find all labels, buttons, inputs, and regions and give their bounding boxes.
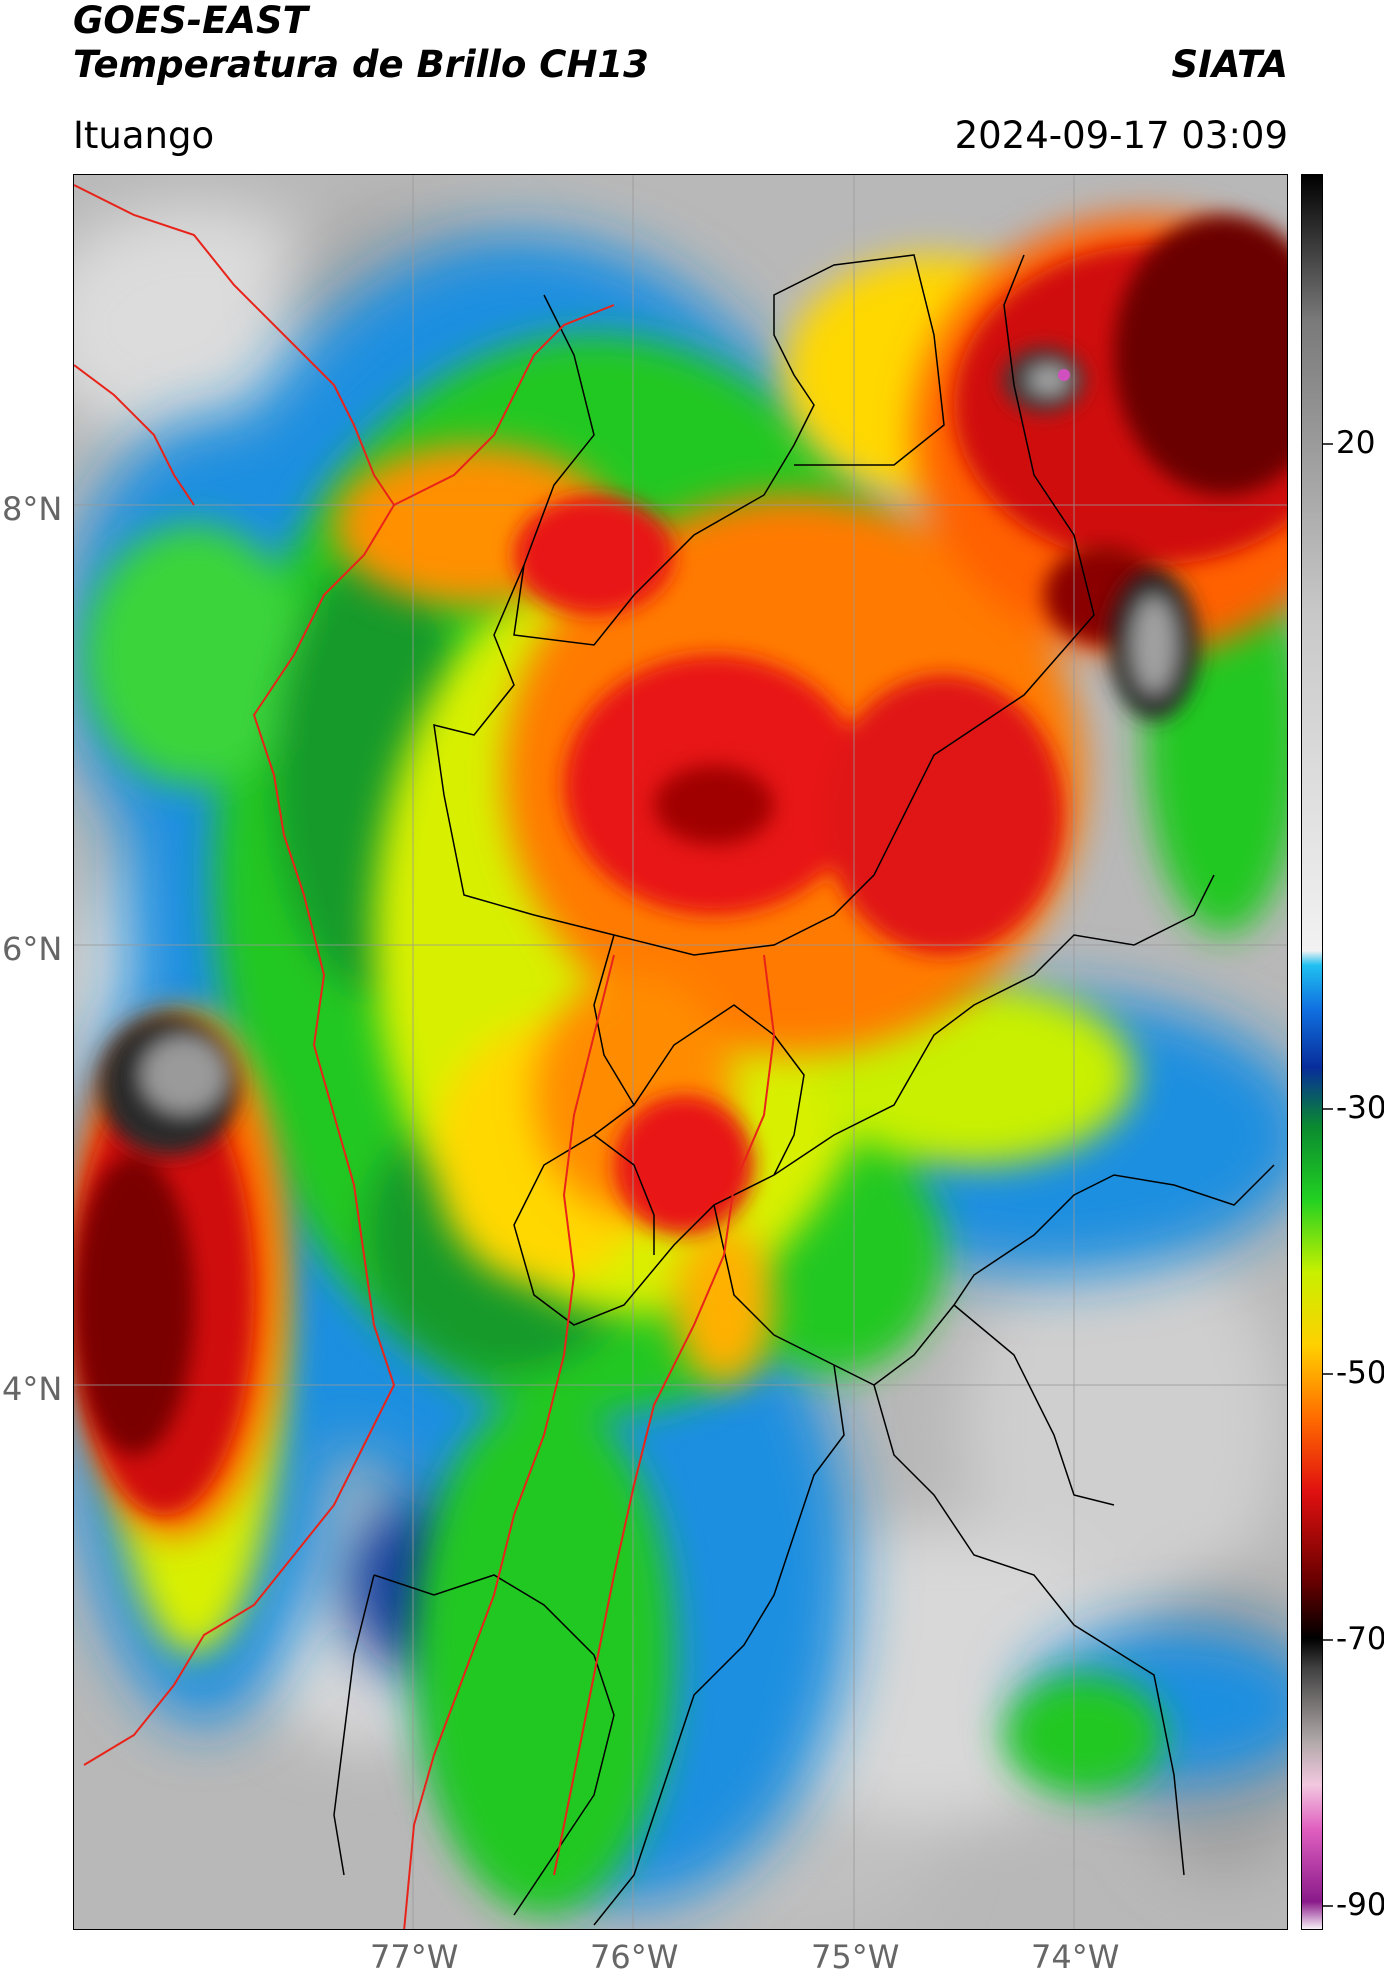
satellite-map[interactable] xyxy=(73,174,1288,1930)
datetime-label: 2024-09-17 03:09 xyxy=(954,114,1288,157)
lat-label-8n: 8°N xyxy=(2,490,63,528)
country-borders xyxy=(74,184,776,1929)
location-label: Ituango xyxy=(73,114,215,157)
product-title: Temperatura de Brillo CH13 xyxy=(73,43,649,86)
lat-label-4n: 4°N xyxy=(2,1370,63,1408)
coldest-pixel-marker xyxy=(1058,369,1070,381)
map-canvas xyxy=(74,175,1287,1929)
lon-label-74w: 74°W xyxy=(1031,1938,1120,1976)
lat-label-6n: 6°N xyxy=(2,930,63,968)
overshooting-tops xyxy=(99,348,1199,1155)
lon-label-77w: 77°W xyxy=(370,1938,459,1976)
colorbar-tick-minus30: -30 xyxy=(1336,1090,1384,1126)
colorbar-tick-minus70: -70 xyxy=(1336,1621,1384,1657)
cloud-field xyxy=(74,215,1287,1915)
lon-label-75w: 75°W xyxy=(811,1938,900,1976)
colorbar-tick-20: 20 xyxy=(1336,425,1376,461)
colorbar-tick-minus50: -50 xyxy=(1336,1355,1384,1391)
colorbar xyxy=(1301,174,1323,1930)
colorbar-gradient xyxy=(1302,175,1322,1929)
admin-borders xyxy=(333,254,1275,1926)
gridlines xyxy=(74,175,1287,1929)
lon-label-76w: 76°W xyxy=(590,1938,679,1976)
colorbar-tick-minus90: -90 xyxy=(1336,1887,1384,1923)
colorbar-ticks xyxy=(1323,443,1333,1907)
organization-title: SIATA xyxy=(1171,43,1288,86)
satellite-title: GOES-EAST xyxy=(73,0,308,42)
